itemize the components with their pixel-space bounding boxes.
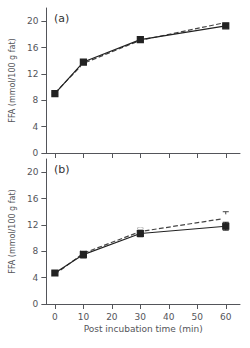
- svg-text:4: 4: [33, 122, 39, 132]
- svg-text:(a): (a): [54, 12, 69, 25]
- svg-text:0: 0: [33, 299, 39, 309]
- svg-text:16: 16: [27, 194, 39, 204]
- svg-text:60: 60: [220, 312, 232, 322]
- svg-text:50: 50: [192, 312, 204, 322]
- svg-text:4: 4: [33, 273, 39, 283]
- svg-text:20: 20: [27, 167, 39, 177]
- svg-text:FFA (mmol/100 g fat): FFA (mmol/100 g fat): [8, 38, 17, 122]
- svg-text:8: 8: [33, 246, 39, 256]
- svg-text:0: 0: [33, 148, 39, 158]
- svg-text:40: 40: [163, 312, 175, 322]
- svg-text:12: 12: [27, 220, 38, 230]
- svg-text:0: 0: [52, 312, 58, 322]
- svg-text:Post incubation time (min): Post incubation time (min): [84, 324, 203, 334]
- svg-text:10: 10: [78, 312, 90, 322]
- svg-text:12: 12: [27, 69, 38, 79]
- svg-text:8: 8: [33, 95, 39, 105]
- svg-text:30: 30: [135, 312, 147, 322]
- svg-text:FFA (mmol/100 g fat): FFA (mmol/100 g fat): [8, 189, 17, 273]
- svg-text:(b): (b): [54, 163, 70, 176]
- svg-text:20: 20: [27, 16, 39, 26]
- svg-text:20: 20: [106, 312, 118, 322]
- svg-text:16: 16: [27, 43, 39, 53]
